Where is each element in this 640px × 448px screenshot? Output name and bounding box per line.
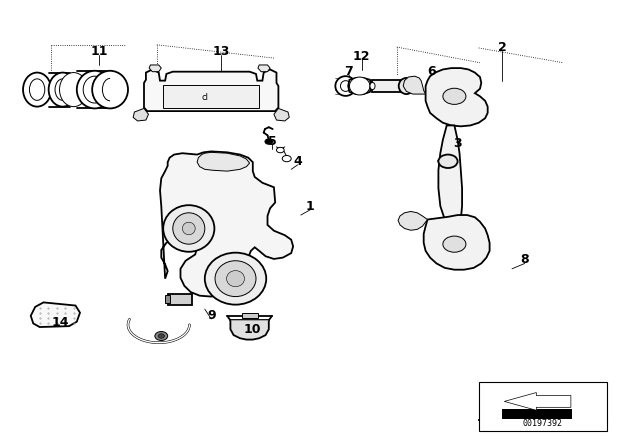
Polygon shape <box>197 152 250 171</box>
Bar <box>479 382 607 431</box>
Ellipse shape <box>438 155 458 168</box>
Ellipse shape <box>399 78 414 94</box>
Ellipse shape <box>443 236 466 252</box>
Ellipse shape <box>349 77 370 95</box>
Ellipse shape <box>227 271 244 287</box>
Polygon shape <box>424 215 490 270</box>
Polygon shape <box>426 68 488 126</box>
Text: 3: 3 <box>453 137 462 150</box>
Polygon shape <box>31 302 80 327</box>
Ellipse shape <box>92 71 128 108</box>
Text: 11: 11 <box>90 45 108 58</box>
Ellipse shape <box>276 147 284 153</box>
Bar <box>242 313 258 318</box>
Text: 9: 9 <box>207 309 216 323</box>
Ellipse shape <box>155 332 168 340</box>
Text: 10: 10 <box>244 323 262 336</box>
Ellipse shape <box>182 222 195 235</box>
Polygon shape <box>230 320 269 340</box>
Ellipse shape <box>282 155 291 162</box>
Text: 00197392: 00197392 <box>523 419 563 428</box>
Ellipse shape <box>265 139 273 144</box>
Ellipse shape <box>340 81 351 91</box>
Polygon shape <box>398 211 428 230</box>
Ellipse shape <box>370 82 375 90</box>
Ellipse shape <box>443 88 466 104</box>
Bar <box>168 294 192 305</box>
Polygon shape <box>144 69 278 111</box>
Text: 4: 4 <box>293 155 302 168</box>
Text: 1: 1 <box>306 199 315 213</box>
Text: 5: 5 <box>268 134 276 148</box>
Ellipse shape <box>83 76 106 103</box>
Polygon shape <box>372 80 406 92</box>
Polygon shape <box>258 65 270 72</box>
Polygon shape <box>438 125 462 220</box>
Text: cl: cl <box>202 93 208 102</box>
Polygon shape <box>149 65 161 72</box>
Ellipse shape <box>335 76 356 96</box>
Ellipse shape <box>29 79 45 100</box>
Ellipse shape <box>49 73 77 107</box>
Text: 7: 7 <box>344 65 353 78</box>
Polygon shape <box>133 108 148 121</box>
Text: 14: 14 <box>52 316 70 329</box>
Bar <box>165 295 170 303</box>
Ellipse shape <box>215 261 256 297</box>
Polygon shape <box>274 108 289 121</box>
Polygon shape <box>163 85 259 108</box>
Text: 8: 8 <box>520 253 529 267</box>
Text: 13: 13 <box>212 45 230 58</box>
Ellipse shape <box>163 205 214 252</box>
Ellipse shape <box>60 73 88 107</box>
Ellipse shape <box>77 71 113 108</box>
Polygon shape <box>504 392 571 410</box>
Polygon shape <box>348 78 371 94</box>
Text: 6: 6 <box>428 65 436 78</box>
Polygon shape <box>160 151 293 297</box>
Ellipse shape <box>55 79 70 100</box>
Ellipse shape <box>205 253 266 305</box>
Ellipse shape <box>158 334 164 338</box>
Polygon shape <box>403 76 426 94</box>
Ellipse shape <box>173 213 205 244</box>
Bar <box>502 409 572 418</box>
Ellipse shape <box>23 73 51 107</box>
Text: 2: 2 <box>498 40 507 54</box>
Text: 12: 12 <box>353 49 371 63</box>
